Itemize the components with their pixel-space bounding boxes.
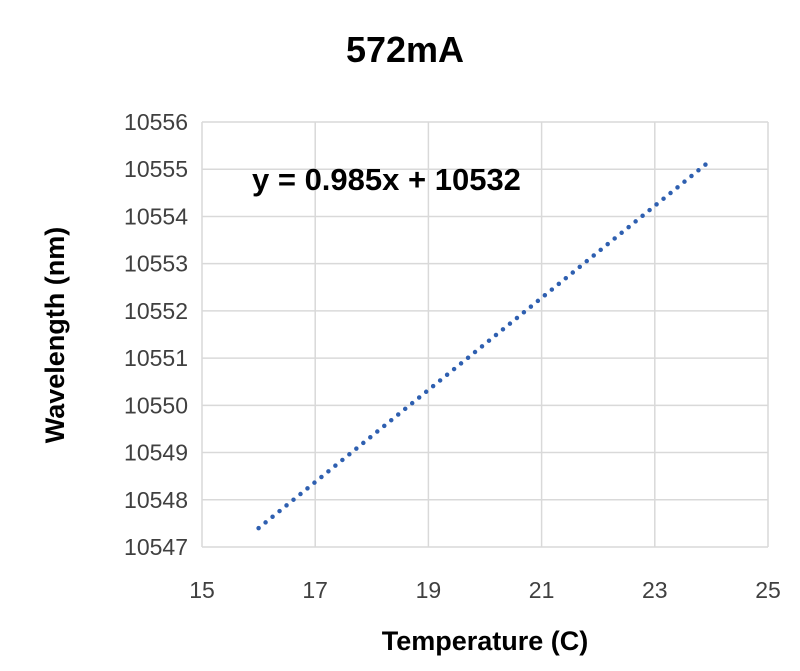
y-tick-label: 10550 <box>124 392 188 418</box>
y-tick-labels: 10547 10548 10549 10550 10551 10552 10553 10554… <box>124 109 188 560</box>
x-tick-label: 19 <box>416 577 442 603</box>
y-axis-label: Wavelength (nm) <box>40 227 70 444</box>
x-tick-label: 17 <box>302 577 328 603</box>
y-tick-label: 10556 <box>124 109 188 135</box>
x-tick-label: 21 <box>529 577 555 603</box>
grid <box>201 121 769 548</box>
y-tick-label: 10549 <box>124 440 188 466</box>
y-tick-label: 10553 <box>124 251 188 277</box>
x-tick-labels: 15 17 19 21 23 25 <box>189 577 781 603</box>
x-tick-label: 25 <box>755 577 781 603</box>
y-tick-label: 10547 <box>124 534 188 560</box>
x-tick-label: 15 <box>189 577 215 603</box>
chart-title: 572mA <box>346 29 464 70</box>
trendline-equation: y = 0.985x + 10532 <box>252 162 521 197</box>
x-axis-label: Temperature (C) <box>382 626 589 656</box>
y-tick-label: 10552 <box>124 298 188 324</box>
y-tick-label: 10548 <box>124 487 188 513</box>
y-tick-label: 10554 <box>124 203 188 229</box>
series-layer <box>256 157 714 531</box>
y-tick-label: 10551 <box>124 345 188 371</box>
y-tick-label: 10555 <box>124 156 188 182</box>
x-tick-label: 23 <box>642 577 668 603</box>
trendline <box>256 157 714 531</box>
